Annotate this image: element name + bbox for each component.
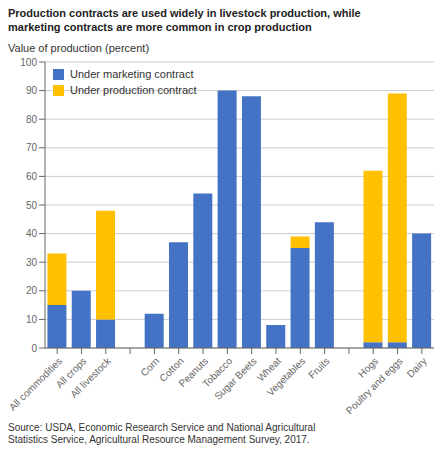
svg-text:Vegetables: Vegetables <box>265 355 308 398</box>
svg-text:80: 80 <box>26 114 38 125</box>
svg-text:Corn: Corn <box>138 355 162 379</box>
svg-text:90: 90 <box>26 85 38 96</box>
svg-text:Fruits: Fruits <box>306 355 331 380</box>
svg-text:30: 30 <box>26 257 38 268</box>
svg-text:Cotton: Cotton <box>157 355 186 384</box>
svg-text:50: 50 <box>26 200 38 211</box>
svg-text:20: 20 <box>26 285 38 296</box>
svg-text:10: 10 <box>26 314 38 325</box>
svg-text:All livestock: All livestock <box>68 355 113 400</box>
svg-text:Sugar Beets: Sugar Beets <box>212 355 259 402</box>
svg-text:Wheat: Wheat <box>254 355 283 384</box>
svg-text:60: 60 <box>26 171 38 182</box>
html-text:Value of production (percent): Value of production (percent) <box>8 42 149 54</box>
svg-text:70: 70 <box>26 142 38 153</box>
svg-text:Dairy: Dairy <box>405 355 429 379</box>
svg-text:40: 40 <box>26 228 38 239</box>
svg-text:All crops: All crops <box>53 355 89 391</box>
svg-text:Poultry and eggs: Poultry and eggs <box>344 355 405 416</box>
svg-text:100: 100 <box>20 57 37 68</box>
svg-text:Hogs: Hogs <box>356 355 381 380</box>
html-text:Under marketing contract: Under marketing contract <box>70 68 194 80</box>
html-text:Under production contract: Under production contract <box>70 84 197 96</box>
html-text:Source: USDA, Economic Researc: Source: USDA, Economic Research Service … <box>8 422 316 445</box>
svg-text:Peanuts: Peanuts <box>176 355 211 389</box>
svg-text:0: 0 <box>31 343 37 354</box>
svg-text:All commodities: All commodities <box>6 355 65 413</box>
svg-text:Tobacco: Tobacco <box>200 355 235 390</box>
html-text:Production contracts are used: Production contracts are used widely in … <box>8 7 361 33</box>
